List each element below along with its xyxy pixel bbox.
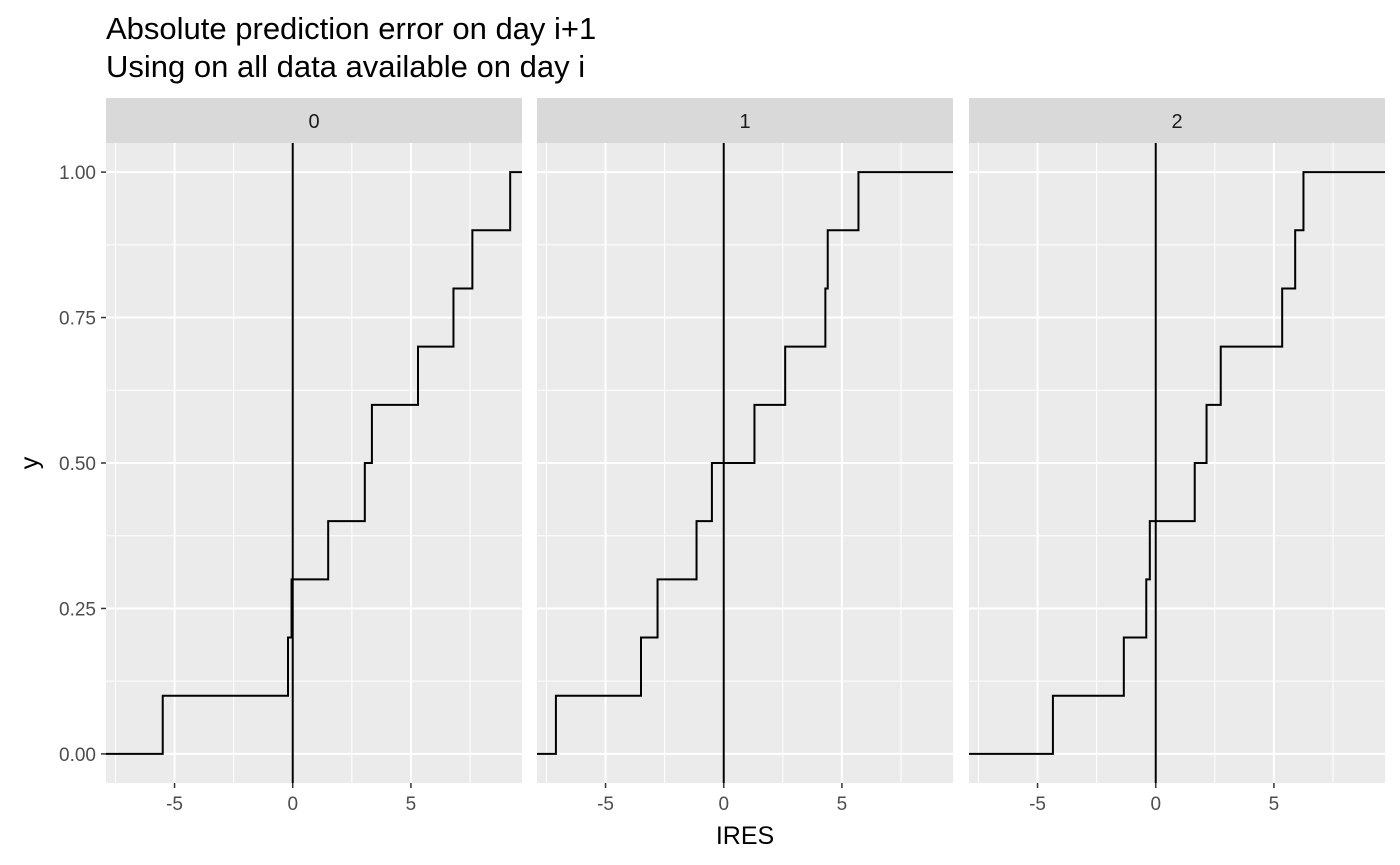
x-tick-label: 0 (287, 794, 298, 815)
x-tick-label: 0 (1150, 794, 1161, 815)
facet-strip (537, 98, 953, 143)
facet-strip-label: 1 (739, 111, 750, 133)
ecdf-step-line (106, 171, 522, 755)
y-axis: 0.00 0.25 0.50 0.75 1.00 (59, 163, 106, 766)
chart-subtitle: Using on all data available on day i (106, 49, 585, 84)
facet-strip-label: 0 (308, 111, 319, 133)
x-tick-label: -5 (1029, 794, 1046, 815)
y-tick-label: 0.00 (59, 745, 96, 766)
x-axis-label: IRES (716, 822, 774, 850)
facet-panel-2: 2 -5 0 5 (969, 98, 1385, 815)
y-tick-label: 1.00 (59, 163, 96, 184)
x-tick-label: -5 (597, 794, 614, 815)
y-tick-label: 0.25 (59, 599, 96, 620)
x-tick-label: 0 (718, 794, 729, 815)
ecdf-step-line (537, 171, 953, 755)
facet-panels: 0 -5 0 5 1 -5 0 5 2 -5 0 5 (106, 98, 1385, 815)
x-tick-label: -5 (166, 794, 183, 815)
x-tick-label: 5 (406, 794, 417, 815)
y-tick-label: 0.75 (59, 309, 96, 330)
facet-panel-1: 1 -5 0 5 (537, 98, 953, 815)
facet-strip (969, 98, 1385, 143)
x-tick-label: 5 (1269, 794, 1280, 815)
facet-strip-label: 2 (1171, 111, 1182, 133)
facet-panel-0: 0 -5 0 5 (106, 98, 522, 815)
x-tick-label: 5 (837, 794, 848, 815)
y-axis-label: y (16, 456, 44, 469)
ecdf-step-line (969, 171, 1385, 755)
facet-strip (106, 98, 522, 143)
y-tick-label: 0.50 (59, 454, 96, 475)
chart-title: Absolute prediction error on day i+1 (106, 11, 596, 46)
